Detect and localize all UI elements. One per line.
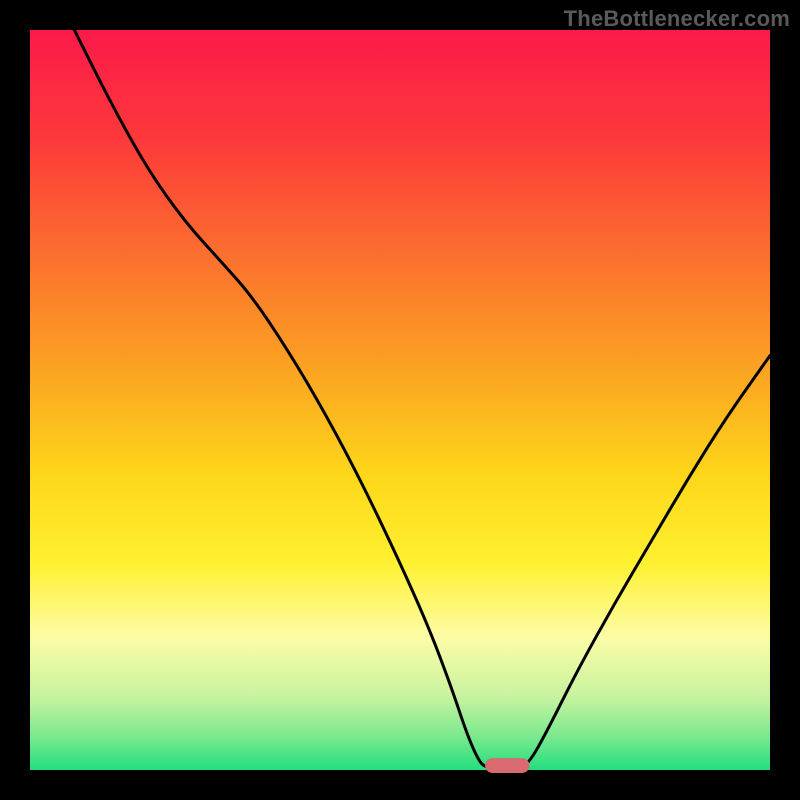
- plot-background: [30, 30, 770, 770]
- bottleneck-chart: [0, 0, 800, 800]
- watermark-text: TheBottlenecker.com: [564, 6, 790, 32]
- optimal-marker: [485, 758, 529, 773]
